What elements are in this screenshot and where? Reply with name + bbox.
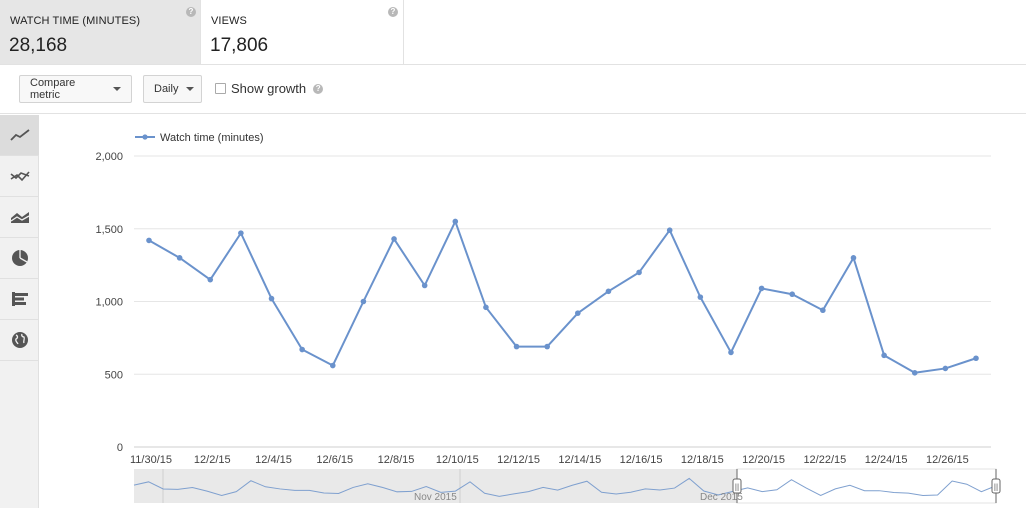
data-point[interactable] [697, 294, 704, 300]
chevron-down-icon [113, 87, 121, 91]
data-point[interactable] [942, 365, 949, 372]
x-tick-label: 12/14/15 [558, 454, 601, 466]
data-point[interactable] [973, 355, 979, 362]
data-point[interactable] [820, 307, 826, 314]
x-tick-label: 12/26/15 [926, 454, 969, 466]
multi-line-chart-icon [10, 171, 30, 182]
metric-value: 17,806 [210, 35, 269, 56]
x-tick-label: 12/16/15 [620, 454, 663, 466]
data-point[interactable] [176, 255, 183, 261]
metric-card-watch-time[interactable]: WATCH TIME (MINUTES) 28,168 ? [0, 0, 201, 64]
y-tick-label: 1,500 [95, 224, 123, 236]
data-point[interactable] [421, 282, 428, 289]
data-point[interactable] [666, 227, 673, 234]
data-point[interactable] [789, 291, 796, 298]
data-point[interactable] [452, 218, 459, 225]
x-tick-label: 12/4/15 [255, 454, 292, 466]
show-growth-label: Show growth [231, 81, 307, 96]
legend-series-marker [142, 134, 148, 140]
data-point[interactable] [605, 288, 612, 295]
x-tick-label: 12/22/15 [803, 454, 846, 466]
data-point[interactable] [146, 237, 152, 244]
show-growth-toggle[interactable]: Show growth ? [215, 81, 324, 96]
metric-card-views[interactable]: VIEWS 17,806 ? [201, 0, 404, 64]
y-tick-label: 500 [105, 369, 123, 381]
x-tick-label: 11/30/15 [130, 454, 172, 466]
x-tick-label: 12/8/15 [378, 454, 415, 466]
metric-label: WATCH TIME (MINUTES) [10, 15, 141, 27]
x-axis-ticks: 11/30/15 12/2/15 12/4/15 12/6/15 12/8/15 12/1… [130, 454, 969, 466]
grid-lines [134, 155, 991, 448]
navigator-unselected-region [134, 469, 737, 503]
drag-handle-icon: || [994, 483, 998, 492]
data-point[interactable] [850, 255, 857, 261]
interval-dropdown[interactable]: Daily [143, 75, 202, 103]
bar-chart-icon [11, 292, 28, 306]
x-tick-label: 12/20/15 [742, 454, 785, 466]
compare-metric-dropdown[interactable]: Compare metric [19, 75, 132, 103]
interval-label: Daily [154, 83, 179, 95]
map-chart-button[interactable] [0, 320, 39, 361]
pie-chart-icon [11, 250, 28, 266]
data-point[interactable] [207, 276, 214, 283]
data-point[interactable] [881, 352, 887, 359]
data-point[interactable] [391, 236, 397, 242]
chart-legend: Watch time (minutes) [135, 132, 264, 144]
range-navigator[interactable]: Nov 2015 Dec 2015 || || [133, 468, 1001, 504]
data-point[interactable] [238, 230, 244, 236]
data-point[interactable] [483, 304, 489, 311]
data-point[interactable] [636, 269, 642, 276]
metric-value: 28,168 [9, 35, 68, 56]
chart-toolbar: Compare metric Daily Show growth ? [0, 65, 1026, 114]
x-tick-label: 12/2/15 [194, 454, 231, 466]
chart-type-sidebar [0, 115, 39, 508]
stacked-area-chart-button[interactable] [0, 197, 39, 238]
help-icon[interactable]: ? [186, 7, 196, 17]
y-tick-label: 0 [117, 442, 123, 454]
globe-map-icon [11, 332, 28, 348]
data-point[interactable] [911, 369, 918, 376]
help-icon[interactable]: ? [388, 7, 398, 17]
data-point[interactable] [360, 298, 367, 305]
x-tick-label: 12/10/15 [436, 454, 479, 466]
y-tick-label: 1,000 [95, 297, 123, 309]
y-axis-ticks: 0 500 1,000 1,500 2,000 [95, 151, 123, 454]
navigator-series-line [133, 477, 997, 497]
chevron-down-icon [186, 87, 195, 91]
navigator-selected-region [736, 468, 997, 504]
data-point[interactable] [513, 343, 520, 350]
drag-handle-icon: || [735, 483, 739, 492]
x-tick-label: 12/24/15 [865, 454, 908, 466]
navigator-label-dec: Dec 2015 [700, 492, 743, 503]
multi-line-chart-button[interactable] [0, 156, 39, 197]
navigator-label-nov: Nov 2015 [414, 492, 457, 503]
metric-cards: WATCH TIME (MINUTES) 28,168 ? VIEWS 17,8… [0, 0, 1026, 65]
data-point[interactable] [758, 285, 765, 292]
x-tick-label: 12/6/15 [316, 454, 353, 466]
data-point[interactable] [329, 362, 336, 369]
navigator-right-handle[interactable]: || [991, 469, 1001, 503]
data-point[interactable] [299, 346, 305, 353]
navigator-left-handle[interactable]: || [732, 469, 742, 503]
data-point[interactable] [575, 310, 581, 316]
stacked-area-chart-icon [10, 212, 29, 223]
show-growth-checkbox[interactable] [215, 83, 226, 94]
legend-series-label: Watch time (minutes) [160, 132, 264, 144]
bar-chart-button[interactable] [0, 279, 39, 320]
y-tick-label: 2,000 [95, 151, 123, 163]
data-point[interactable] [544, 343, 550, 350]
pie-chart-button[interactable] [0, 238, 39, 279]
series-line [148, 220, 977, 374]
data-point[interactable] [268, 295, 275, 302]
metric-label: VIEWS [211, 15, 247, 27]
x-tick-label: 12/18/15 [681, 454, 724, 466]
x-tick-label: 12/12/15 [497, 454, 540, 466]
help-icon[interactable]: ? [313, 83, 324, 94]
line-chart-button[interactable] [0, 115, 39, 156]
data-point[interactable] [728, 349, 734, 356]
compare-metric-label: Compare metric [30, 77, 76, 101]
line-chart-icon [9, 129, 30, 141]
series-watch-time [146, 218, 979, 376]
